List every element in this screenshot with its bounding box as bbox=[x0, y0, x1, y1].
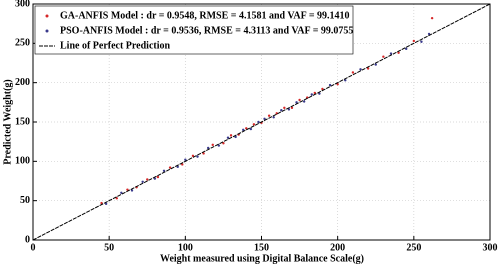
y-tick-label: 100 bbox=[15, 156, 30, 167]
x-tick-label: 100 bbox=[178, 242, 193, 253]
point bbox=[420, 40, 423, 43]
point bbox=[366, 67, 370, 70]
y-tick-label: 250 bbox=[15, 38, 30, 49]
point bbox=[156, 175, 160, 179]
point bbox=[287, 108, 291, 111]
point bbox=[100, 201, 103, 205]
point bbox=[351, 71, 355, 74]
point bbox=[389, 52, 393, 55]
y-axis-label: Predicted Weight(g) bbox=[2, 79, 13, 164]
point bbox=[181, 163, 184, 166]
plot-frame bbox=[32, 3, 491, 241]
point bbox=[302, 100, 306, 103]
point bbox=[412, 39, 416, 43]
point bbox=[374, 63, 377, 66]
point bbox=[344, 79, 347, 82]
point bbox=[280, 109, 283, 112]
point bbox=[168, 166, 172, 169]
y-tick-label: 300 bbox=[15, 0, 30, 9]
point bbox=[104, 202, 108, 206]
y-tick-label: 150 bbox=[15, 116, 30, 127]
point bbox=[257, 120, 260, 124]
point bbox=[146, 178, 149, 181]
point bbox=[397, 51, 400, 54]
point bbox=[328, 83, 332, 87]
point bbox=[427, 32, 431, 36]
point bbox=[130, 189, 134, 192]
point bbox=[153, 177, 157, 180]
point bbox=[267, 114, 271, 117]
line bbox=[32, 3, 491, 241]
point bbox=[430, 16, 434, 20]
point bbox=[283, 106, 286, 110]
point bbox=[321, 87, 324, 91]
x-tick-label: 250 bbox=[406, 242, 421, 253]
point bbox=[226, 136, 230, 139]
point bbox=[290, 106, 294, 110]
x-tick-label: 0 bbox=[31, 242, 36, 253]
point bbox=[272, 116, 275, 119]
point bbox=[298, 98, 301, 102]
point bbox=[252, 123, 256, 126]
legend-label: GA-ANFIS Model : dr = 0.9548, RMSE = 4.1… bbox=[60, 10, 350, 21]
point bbox=[382, 55, 385, 58]
point bbox=[313, 91, 317, 95]
point bbox=[263, 117, 266, 121]
point bbox=[191, 154, 195, 158]
x-tick-label: 300 bbox=[483, 242, 498, 253]
legend-label: PSO-ANFIS Model : dr = 0.9536, RMSE = 4.… bbox=[60, 25, 353, 36]
point bbox=[141, 180, 144, 183]
point bbox=[217, 144, 221, 147]
point bbox=[206, 146, 210, 150]
point bbox=[222, 142, 225, 145]
point bbox=[229, 134, 233, 137]
y-tick-label: 50 bbox=[20, 195, 30, 206]
legend-label: Line of Perfect Prediction bbox=[60, 40, 170, 51]
point bbox=[184, 158, 187, 161]
point bbox=[234, 135, 237, 139]
legend-marker bbox=[45, 29, 49, 33]
point bbox=[245, 127, 248, 130]
point bbox=[249, 127, 253, 131]
x-tick-label: 150 bbox=[254, 242, 269, 253]
point bbox=[115, 197, 118, 200]
point bbox=[295, 101, 298, 104]
legend-marker bbox=[45, 14, 49, 18]
point bbox=[126, 188, 129, 191]
point bbox=[162, 169, 166, 172]
point bbox=[359, 68, 362, 71]
x-tick-label: 50 bbox=[104, 242, 114, 253]
point bbox=[242, 128, 245, 132]
legend: GA-ANFIS Model : dr = 0.9548, RMSE = 4.1… bbox=[34, 5, 354, 55]
point bbox=[176, 165, 179, 169]
point bbox=[405, 47, 408, 51]
y-tick-label: 0 bbox=[25, 234, 30, 245]
x-tick-label: 200 bbox=[330, 242, 345, 253]
x-axis-label: Weight measured using Digital Balance Sc… bbox=[160, 253, 364, 264]
point bbox=[196, 155, 199, 158]
point bbox=[211, 143, 214, 147]
point bbox=[336, 83, 339, 86]
point bbox=[202, 152, 205, 155]
y-tick-label: 200 bbox=[15, 77, 30, 88]
legend-box bbox=[34, 5, 354, 55]
point bbox=[120, 191, 123, 194]
point bbox=[310, 93, 313, 96]
point bbox=[318, 92, 321, 95]
